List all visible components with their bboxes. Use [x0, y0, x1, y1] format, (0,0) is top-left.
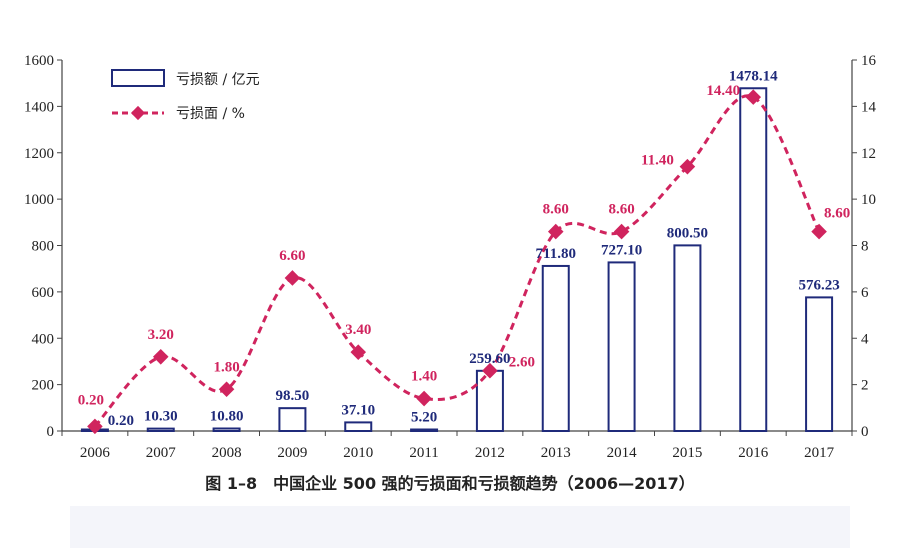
left-tick-label: 1200	[24, 146, 54, 162]
x-tick-label: 2011	[409, 445, 438, 461]
line-value-label: 3.20	[148, 327, 174, 343]
line-value-label: 8.60	[824, 206, 850, 222]
data-labels: 0.20 10.30 10.80 98.50 37.10 5.20 259.60 711.80…	[78, 68, 850, 429]
left-tick-label: 200	[32, 378, 55, 394]
bar	[541, 264, 570, 433]
line-value-label: 1.40	[411, 369, 437, 385]
right-tick-label: 16	[861, 53, 877, 69]
bar-value-label: 5.20	[411, 410, 437, 426]
x-tick-label: 2017	[804, 445, 835, 461]
line-point	[613, 223, 630, 240]
line-value-label: 0.20	[78, 392, 104, 408]
bar-value-label: 576.23	[798, 277, 839, 293]
bar-value-label: 711.80	[536, 246, 576, 262]
right-tick-label: 8	[861, 239, 869, 255]
bar-value-label: 10.30	[144, 409, 178, 425]
bar-value-label: 0.20	[108, 413, 134, 429]
bar-value-label: 259.60	[469, 351, 510, 367]
legend-line-marker	[130, 105, 146, 121]
x-tick-label: 2016	[738, 445, 769, 461]
legend-bar-swatch	[111, 69, 165, 87]
line-value-label: 8.60	[543, 202, 569, 218]
right-tick-label: 0	[861, 424, 869, 440]
combo-chart: 0 200 400 600 800 1000 1200 1400 1600 0 2 4 6 8 10 12 14…	[24, 53, 877, 461]
x-tick-label: 2007	[146, 445, 177, 461]
bottom-band	[70, 506, 850, 548]
line-value-label: 6.60	[279, 248, 305, 264]
bar	[146, 427, 175, 433]
line-value-label: 1.80	[213, 359, 239, 375]
x-tick-label: 2014	[607, 445, 638, 461]
legend-line-label: 亏损面 / %	[176, 106, 245, 122]
line-point	[547, 223, 564, 240]
line-point	[811, 223, 827, 240]
line-value-label: 2.60	[509, 355, 535, 371]
bar	[410, 428, 439, 432]
left-tick-label: 1000	[24, 192, 54, 208]
left-tick-label: 400	[32, 331, 55, 347]
bars	[80, 87, 834, 433]
left-tick-label: 800	[32, 239, 55, 255]
line-value-label: 8.60	[608, 202, 634, 218]
bar	[278, 407, 307, 432]
right-tick-label: 4	[861, 331, 869, 347]
axes: 0 200 400 600 800 1000 1200 1400 1600 0 2 4 6 8 10 12 14…	[24, 53, 877, 461]
line-value-label: 3.40	[345, 322, 371, 338]
bar	[607, 261, 636, 432]
right-tick-label: 10	[861, 192, 876, 208]
loss-ratio-line	[87, 89, 827, 435]
left-tick-label: 1400	[24, 99, 54, 115]
x-tick-label: 2012	[475, 445, 505, 461]
x-tick-label: 2013	[541, 445, 571, 461]
left-tick-label: 600	[32, 285, 55, 301]
figure-caption: 图 1–8 中国企业 500 强的亏损面和亏损额趋势（2006—2017）	[205, 474, 695, 493]
x-tick-label: 2015	[672, 445, 702, 461]
legend: 亏损额 / 亿元 亏损面 / %	[111, 69, 260, 122]
bar-value-label: 37.10	[341, 402, 375, 418]
left-tick-label: 0	[47, 424, 55, 440]
x-tick-label: 2006	[80, 445, 111, 461]
line-point	[679, 158, 696, 175]
line-value-label: 14.40	[706, 83, 740, 99]
bar-value-label: 1478.14	[729, 68, 778, 84]
bar	[805, 296, 834, 432]
legend-bar-label: 亏损额 / 亿元	[176, 72, 260, 88]
bar	[739, 87, 768, 432]
left-tick-label: 1600	[24, 53, 54, 69]
bar-value-label: 10.80	[210, 408, 244, 424]
bar-value-label: 800.50	[667, 225, 708, 241]
bar-value-label: 727.10	[601, 242, 642, 258]
right-tick-label: 12	[861, 146, 876, 162]
bar	[673, 244, 702, 432]
right-tick-label: 2	[861, 378, 869, 394]
bar-value-label: 98.50	[276, 388, 310, 404]
line-value-label: 11.40	[641, 153, 674, 169]
loss-ratio-curve	[93, 94, 821, 428]
right-tick-label: 6	[861, 285, 869, 301]
x-tick-label: 2008	[212, 445, 242, 461]
line-point	[152, 349, 169, 365]
x-tick-label: 2009	[277, 445, 307, 461]
x-tick-label: 2010	[343, 445, 373, 461]
bar	[212, 427, 241, 433]
bar	[344, 421, 373, 432]
line-point	[416, 390, 432, 407]
line-point	[284, 270, 301, 286]
right-tick-label: 14	[861, 99, 877, 115]
line-point	[218, 381, 235, 398]
